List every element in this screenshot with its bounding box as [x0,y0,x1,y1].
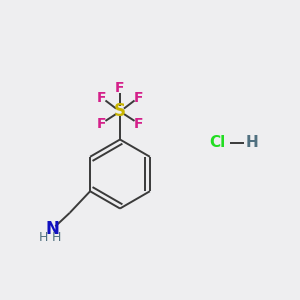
Text: H: H [246,135,258,150]
Text: S: S [114,102,126,120]
Text: H: H [52,231,62,244]
Text: F: F [134,117,143,131]
Text: F: F [97,117,106,131]
Text: F: F [134,91,143,105]
Text: N: N [45,220,59,238]
Text: Cl: Cl [209,135,226,150]
Text: F: F [97,91,106,105]
Text: F: F [115,82,125,95]
Text: H: H [39,231,48,244]
